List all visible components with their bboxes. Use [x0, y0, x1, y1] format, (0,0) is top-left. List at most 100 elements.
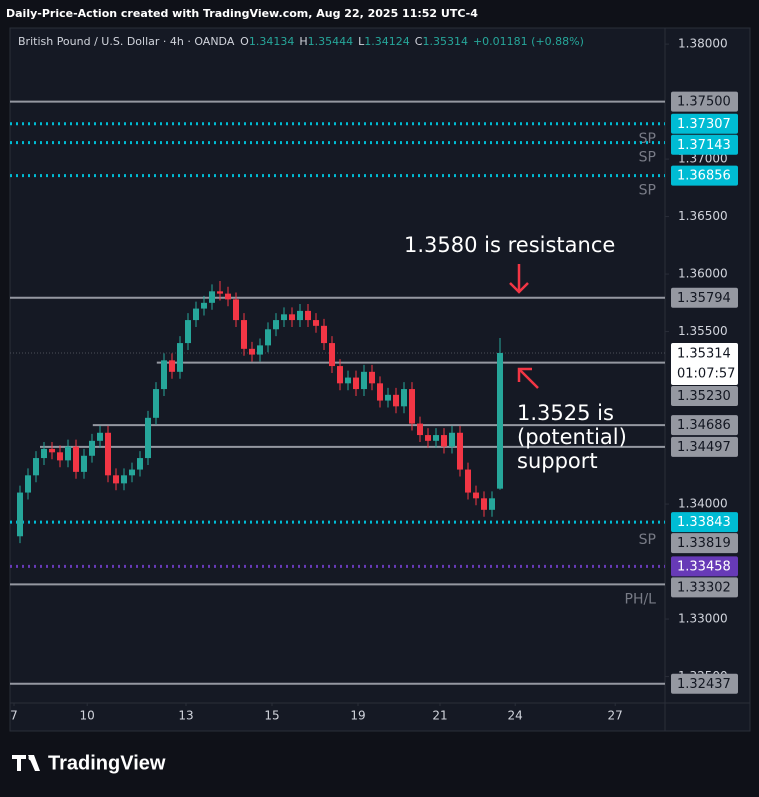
candle-body [97, 432, 103, 441]
level-label: 1.33458 [677, 559, 731, 574]
price-badge [671, 385, 738, 406]
candle-body [481, 498, 487, 510]
price-badge [671, 287, 738, 308]
level-tag: SP [639, 131, 656, 147]
candle-body [449, 432, 455, 447]
candle-body [129, 469, 135, 476]
price-badge [671, 91, 738, 112]
candle-body [441, 435, 447, 447]
candle-body [289, 314, 295, 321]
candle-body [41, 448, 47, 459]
candle-body [225, 293, 231, 300]
candle-body [81, 455, 87, 472]
level-label: 1.37307 [677, 117, 731, 132]
legend-change: +0.01181 (+0.88%) [473, 35, 584, 48]
level-label: 1.33843 [677, 515, 731, 530]
branding: TradingView [48, 752, 166, 774]
level-label: 1.37143 [677, 138, 731, 153]
support-arrow [517, 367, 539, 389]
candle-body [377, 383, 383, 401]
level-label: 1.37500 [677, 95, 731, 110]
y-tick-label: 1.38000 [678, 37, 728, 51]
legend-value: 1.35444 [308, 35, 354, 48]
price-badge [671, 673, 738, 694]
level-label: 1.34686 [677, 418, 731, 433]
candle-body [49, 448, 55, 453]
candle-body [241, 320, 247, 349]
candle-body [121, 475, 127, 484]
candle-body [273, 320, 279, 330]
candle-body [321, 325, 327, 344]
logo [12, 755, 40, 771]
price-badge [671, 512, 738, 533]
candle-body [393, 394, 399, 407]
legend-key: O [240, 35, 249, 48]
candle-body [313, 320, 319, 326]
legend-value: 1.34124 [364, 35, 410, 48]
candle-body [353, 377, 359, 390]
price-badge [671, 113, 738, 134]
candle-body [89, 440, 95, 456]
y-tick-label: 1.36500 [678, 209, 728, 223]
legend-value: 1.35314 [422, 35, 468, 48]
candle-body [297, 310, 303, 321]
level-label: 1.34497 [677, 440, 731, 455]
level-label: 1.35230 [677, 389, 731, 404]
x-tick-label: 7 [10, 709, 18, 723]
y-tick-label: 1.33000 [678, 612, 728, 626]
price-badge [671, 436, 738, 457]
candle-body [209, 291, 215, 303]
legend-value: 1.34134 [249, 35, 295, 48]
resistance-arrow [509, 264, 529, 294]
resistance-note: 1.3580 is resistance [404, 233, 615, 257]
annotations: 1.3580 is resistance 1.3525 is(potential)… [404, 233, 627, 473]
level-label: 1.35794 [677, 291, 731, 306]
y-tick-label: 1.35500 [678, 324, 728, 338]
level-label: 1.33819 [677, 536, 731, 551]
price-badge [671, 342, 738, 385]
candle-body [305, 310, 311, 321]
candle-body [193, 308, 199, 321]
level-label: 1.36856 [677, 169, 731, 184]
candle-body [401, 389, 407, 407]
price-badge [671, 165, 738, 186]
candle-body [153, 389, 159, 418]
plot: SP SP SP SP PH/L [10, 100, 665, 685]
candle-body [433, 435, 439, 441]
legend-key: L [358, 35, 365, 48]
candle-body [417, 423, 423, 436]
candle-body [185, 320, 191, 344]
candle-body [385, 394, 391, 401]
candle-body [425, 435, 431, 441]
x-tick-label: 24 [508, 709, 523, 723]
candle-body [161, 360, 167, 390]
countdown: 01:07:57 [677, 366, 735, 381]
candle-body [137, 458, 143, 470]
x-tick-label: 13 [178, 709, 193, 723]
level-tag: PH/L [625, 591, 657, 607]
x-tick-label: 10 [80, 709, 95, 723]
candle-body [113, 475, 119, 484]
level-tag: SP [639, 183, 656, 199]
symbol: British Pound / U.S. Dollar · 4h · OANDA [18, 35, 235, 48]
candle-body [369, 371, 375, 384]
candle-body [73, 446, 79, 472]
level-tag: SP [639, 532, 656, 548]
legend-key: C [415, 35, 423, 48]
candle-body [177, 343, 183, 372]
candle-body [169, 360, 175, 372]
candle-body [497, 352, 503, 489]
candle-body [33, 458, 39, 476]
candle-body [249, 348, 255, 355]
candle-body [233, 299, 239, 321]
axes: 1.38000 1.37000 1.36500 1.36000 1.35500 1.340… [10, 37, 738, 723]
candle-body [57, 452, 63, 461]
legend: British Pound / U.S. Dollar · 4h · OANDA… [18, 35, 584, 48]
support-note: (potential) [517, 425, 627, 449]
candle-body [489, 498, 495, 510]
x-tick-label: 15 [264, 709, 279, 723]
candle-body [265, 329, 271, 346]
candle-body [65, 446, 71, 461]
candle-body [409, 389, 415, 424]
